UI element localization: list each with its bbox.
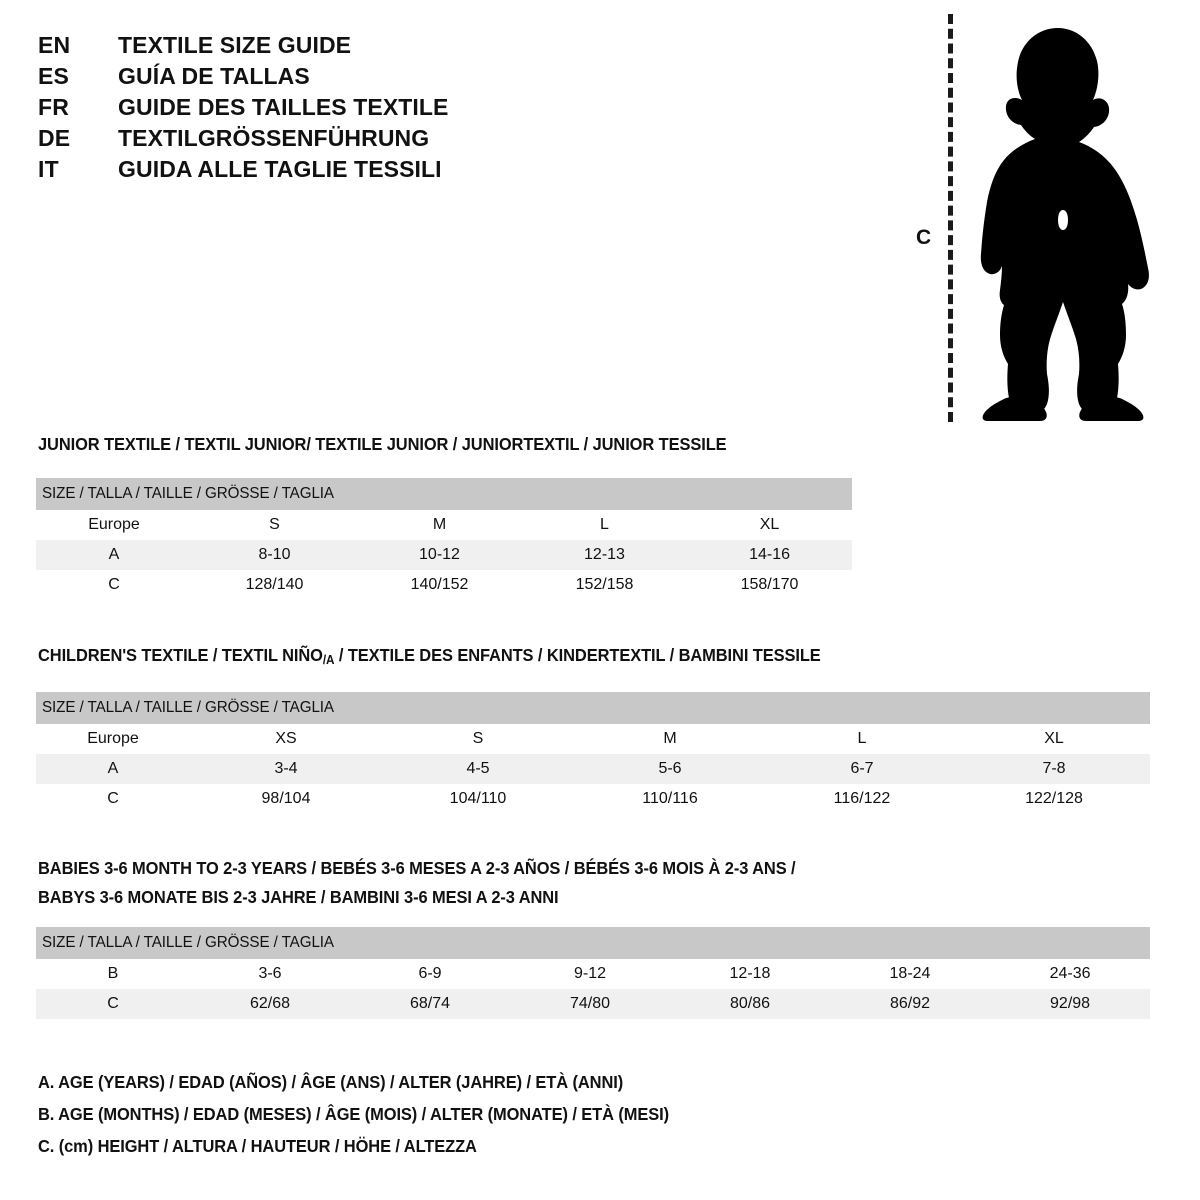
guide-title-it: GUIDA ALLE TAGLIE TESSILI — [118, 156, 442, 182]
table-row: C 62/68 68/74 74/80 80/86 86/92 92/98 — [36, 989, 1151, 1019]
table-cell: 18-24 — [830, 959, 990, 989]
table-row: B 3-6 6-9 9-12 12-18 18-24 24-36 — [36, 959, 1151, 989]
language-row: EN TEXTILE SIZE GUIDE — [38, 32, 678, 63]
table-cell: S — [382, 724, 574, 754]
row-label: Europe — [36, 724, 190, 754]
table-band-header: SIZE / TALLA / TAILLE / GRÖSSE / TAGLIA — [36, 927, 1151, 959]
height-marker-label: C — [916, 226, 932, 249]
table-cell: 74/80 — [510, 989, 670, 1019]
row-label: C — [36, 784, 190, 814]
table-cell: 158/170 — [687, 570, 853, 600]
language-row: FR GUIDE DES TAILLES TEXTILE — [38, 94, 678, 125]
table-cell: XL — [958, 724, 1151, 754]
band-label: SIZE / TALLA / TAILLE / GRÖSSE / TAGLIA — [36, 692, 1151, 724]
table-cell: 8-10 — [192, 540, 357, 570]
row-label: A — [36, 754, 190, 784]
legend-line-b: B. AGE (MONTHS) / EDAD (MESES) / ÂGE (MO… — [38, 1104, 670, 1124]
babies-size-table: SIZE / TALLA / TAILLE / GRÖSSE / TAGLIA … — [36, 927, 1151, 1019]
table-row: Europe S M L XL — [36, 510, 853, 540]
table-cell: 110/116 — [574, 784, 766, 814]
toddler-silhouette-icon — [980, 28, 1149, 421]
language-code-fr: FR — [38, 94, 70, 120]
junior-size-table: SIZE / TALLA / TAILLE / GRÖSSE / TAGLIA … — [36, 478, 853, 600]
table-cell: 24-36 — [990, 959, 1151, 989]
table-row: C 128/140 140/152 152/158 158/170 — [36, 570, 853, 600]
table-cell: 140/152 — [357, 570, 522, 600]
table-cell: XL — [687, 510, 853, 540]
table-cell: 128/140 — [192, 570, 357, 600]
children-heading-subscript: /A — [322, 653, 335, 667]
table-cell: 3-4 — [190, 754, 382, 784]
babies-section-heading-line1: BABIES 3-6 MONTH TO 2-3 YEARS / BEBÉS 3-… — [38, 858, 796, 878]
table-cell: 9-12 — [510, 959, 670, 989]
table-cell: L — [766, 724, 958, 754]
table-cell: 12-18 — [670, 959, 830, 989]
table-cell: 122/128 — [958, 784, 1151, 814]
row-label: B — [36, 959, 190, 989]
table-band-header: SIZE / TALLA / TAILLE / GRÖSSE / TAGLIA — [36, 478, 853, 510]
row-label: C — [36, 989, 190, 1019]
guide-title-es: GUÍA DE TALLAS — [118, 63, 310, 89]
table-cell: 62/68 — [190, 989, 350, 1019]
table-cell: 68/74 — [350, 989, 510, 1019]
table-cell: 116/122 — [766, 784, 958, 814]
height-dashed-line — [948, 14, 953, 422]
row-label: C — [36, 570, 192, 600]
babies-section-heading-line2: BABYS 3-6 MONATE BIS 2-3 JAHRE / BAMBINI… — [38, 887, 559, 907]
children-heading-part2: / TEXTILE DES ENFANTS / KINDERTEXTIL / B… — [334, 645, 821, 665]
guide-title-fr: GUIDE DES TAILLES TEXTILE — [118, 94, 449, 120]
table-cell: 92/98 — [990, 989, 1151, 1019]
table-cell: 7-8 — [958, 754, 1151, 784]
height-measurement-figure: C — [900, 14, 1180, 424]
language-code-it: IT — [38, 156, 59, 182]
language-title-list: EN TEXTILE SIZE GUIDE ES GUÍA DE TALLAS … — [38, 32, 678, 187]
row-label: Europe — [36, 510, 192, 540]
table-cell: 5-6 — [574, 754, 766, 784]
table-row: A 3-4 4-5 5-6 6-7 7-8 — [36, 754, 1151, 784]
language-row: IT GUIDA ALLE TAGLIE TESSILI — [38, 156, 678, 187]
language-row: ES GUÍA DE TALLAS — [38, 63, 678, 94]
table-row: Europe XS S M L XL — [36, 724, 1151, 754]
children-heading-part1: CHILDREN'S TEXTILE / TEXTIL NIÑO — [38, 645, 323, 665]
children-section-heading: CHILDREN'S TEXTILE / TEXTIL NIÑO/A / TEX… — [38, 645, 821, 667]
language-row: DE TEXTILGRÖSSENFÜHRUNG — [38, 125, 678, 156]
table-cell: 10-12 — [357, 540, 522, 570]
table-cell: 6-7 — [766, 754, 958, 784]
junior-section-heading: JUNIOR TEXTILE / TEXTIL JUNIOR/ TEXTILE … — [38, 434, 727, 454]
table-cell: 6-9 — [350, 959, 510, 989]
row-label: A — [36, 540, 192, 570]
table-cell: 4-5 — [382, 754, 574, 784]
table-cell: 12-13 — [522, 540, 687, 570]
table-cell: 3-6 — [190, 959, 350, 989]
table-cell: 98/104 — [190, 784, 382, 814]
language-code-es: ES — [38, 63, 70, 89]
language-code-en: EN — [38, 32, 71, 58]
table-cell: 86/92 — [830, 989, 990, 1019]
table-row: C 98/104 104/110 110/116 116/122 122/128 — [36, 784, 1151, 814]
band-label: SIZE / TALLA / TAILLE / GRÖSSE / TAGLIA — [36, 478, 853, 510]
table-cell: 14-16 — [687, 540, 853, 570]
table-cell: 80/86 — [670, 989, 830, 1019]
band-label: SIZE / TALLA / TAILLE / GRÖSSE / TAGLIA — [36, 927, 1151, 959]
legend-line-a: A. AGE (YEARS) / EDAD (AÑOS) / ÂGE (ANS)… — [38, 1072, 624, 1092]
table-cell: S — [192, 510, 357, 540]
guide-title-de: TEXTILGRÖSSENFÜHRUNG — [118, 125, 430, 151]
table-cell: 104/110 — [382, 784, 574, 814]
children-size-table: SIZE / TALLA / TAILLE / GRÖSSE / TAGLIA … — [36, 692, 1151, 814]
legend-line-c: C. (cm) HEIGHT / ALTURA / HAUTEUR / HÖHE… — [38, 1136, 477, 1156]
table-cell: L — [522, 510, 687, 540]
table-row: A 8-10 10-12 12-13 14-16 — [36, 540, 853, 570]
guide-title-en: TEXTILE SIZE GUIDE — [118, 32, 352, 58]
table-cell: M — [357, 510, 522, 540]
table-band-header: SIZE / TALLA / TAILLE / GRÖSSE / TAGLIA — [36, 692, 1151, 724]
table-cell: XS — [190, 724, 382, 754]
table-cell: 152/158 — [522, 570, 687, 600]
table-cell: M — [574, 724, 766, 754]
language-code-de: DE — [38, 125, 71, 151]
